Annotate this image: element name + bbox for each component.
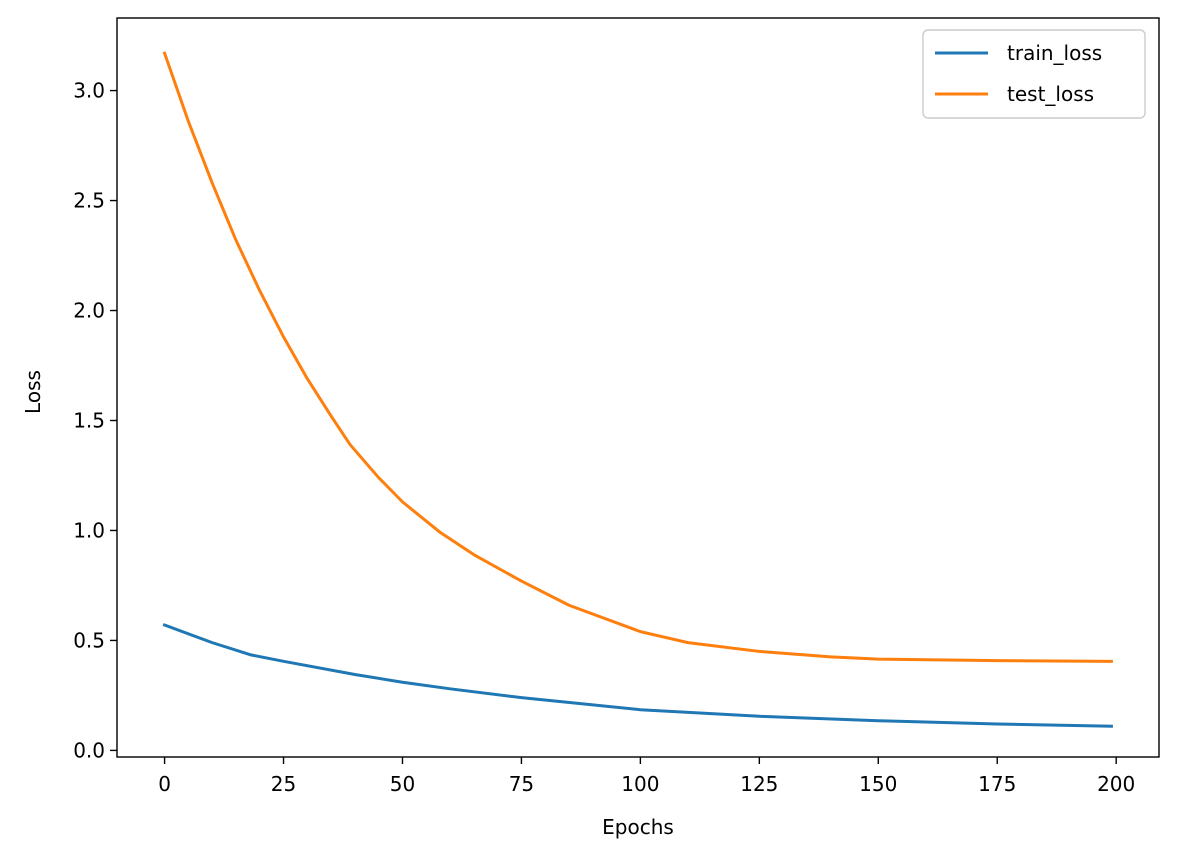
- x-tick-label: 200: [1097, 772, 1135, 796]
- plot-frame: [116, 17, 1160, 758]
- x-tick-label: 50: [390, 772, 415, 796]
- y-tick-label: 1.5: [73, 408, 105, 432]
- y-tick-label: 0.0: [73, 738, 105, 762]
- y-axis: 0.0 0.5 1.0 1.5 2.0 2.5 3.0: [73, 79, 117, 762]
- x-tick-label: 125: [740, 772, 778, 796]
- y-tick-label: 2.0: [73, 299, 105, 323]
- legend-label-train-loss: train_loss: [1007, 41, 1102, 65]
- y-tick-label: 1.0: [73, 518, 105, 542]
- x-axis: 0 25 50 75 100 125 150 175 200: [158, 757, 1135, 796]
- x-tick-label: 0: [158, 772, 171, 796]
- x-tick-label: 175: [978, 772, 1016, 796]
- series-line-test-loss: [162, 51, 1113, 663]
- x-tick-label: 75: [509, 772, 534, 796]
- y-axis-label: Loss: [21, 370, 45, 414]
- x-axis-label: Epochs: [602, 815, 674, 839]
- series-layer: [162, 51, 1113, 728]
- series-line-train-loss: [162, 623, 1113, 728]
- x-tick-label: 25: [271, 772, 296, 796]
- x-tick-label: 100: [621, 772, 659, 796]
- y-tick-label: 2.5: [73, 189, 105, 213]
- legend: train_loss test_loss: [922, 29, 1146, 119]
- y-tick-label: 0.5: [73, 628, 105, 652]
- legend-label-test-loss: test_loss: [1007, 82, 1094, 106]
- x-tick-label: 150: [859, 772, 897, 796]
- y-tick-label: 3.0: [73, 79, 105, 103]
